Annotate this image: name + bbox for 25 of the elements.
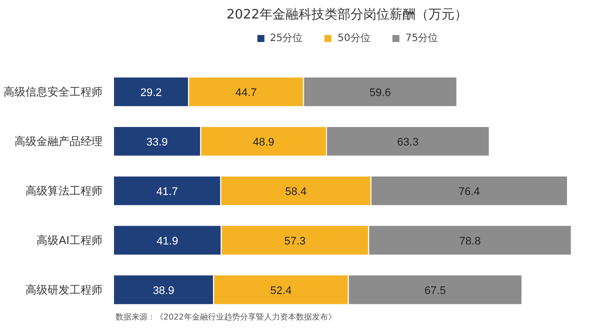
y-tick-label: 高级信息安全工程师	[4, 85, 102, 98]
data-label: 76.4	[458, 186, 480, 198]
data-label: 78.8	[459, 235, 481, 248]
chart-title: 2022年金融科技类部分岗位薪酬（万元）	[226, 8, 468, 22]
data-label: 33.9	[146, 136, 168, 148]
y-tick-label: 高级AI工程师	[36, 234, 103, 247]
y-tick-label: 高级金融产品经理	[14, 134, 102, 148]
data-label: 29.2	[140, 86, 162, 99]
legend-label: 75分位	[405, 32, 438, 45]
data-label: 52.4	[270, 284, 292, 297]
legend-label: 50分位	[338, 32, 370, 45]
data-label: 57.3	[284, 235, 306, 248]
data-label: 44.7	[235, 86, 257, 99]
y-tick-label: 高级算法工程师	[26, 184, 102, 198]
data-label: 38.9	[152, 284, 174, 297]
data-label: 63.3	[397, 136, 419, 148]
annotation: 数据来源：《2022年金融行业趋势分享暨人力资本数据发布》	[116, 312, 336, 322]
y-tick-label: 高级研发工程师	[26, 283, 102, 296]
data-label: 48.9	[252, 136, 274, 148]
data-label: 67.5	[424, 284, 446, 297]
data-label: 41.7	[156, 186, 178, 198]
data-label: 41.9	[156, 235, 178, 248]
data-label: 59.6	[370, 86, 391, 99]
legend-label: 25分位	[270, 32, 303, 45]
data-label: 58.4	[285, 186, 307, 198]
